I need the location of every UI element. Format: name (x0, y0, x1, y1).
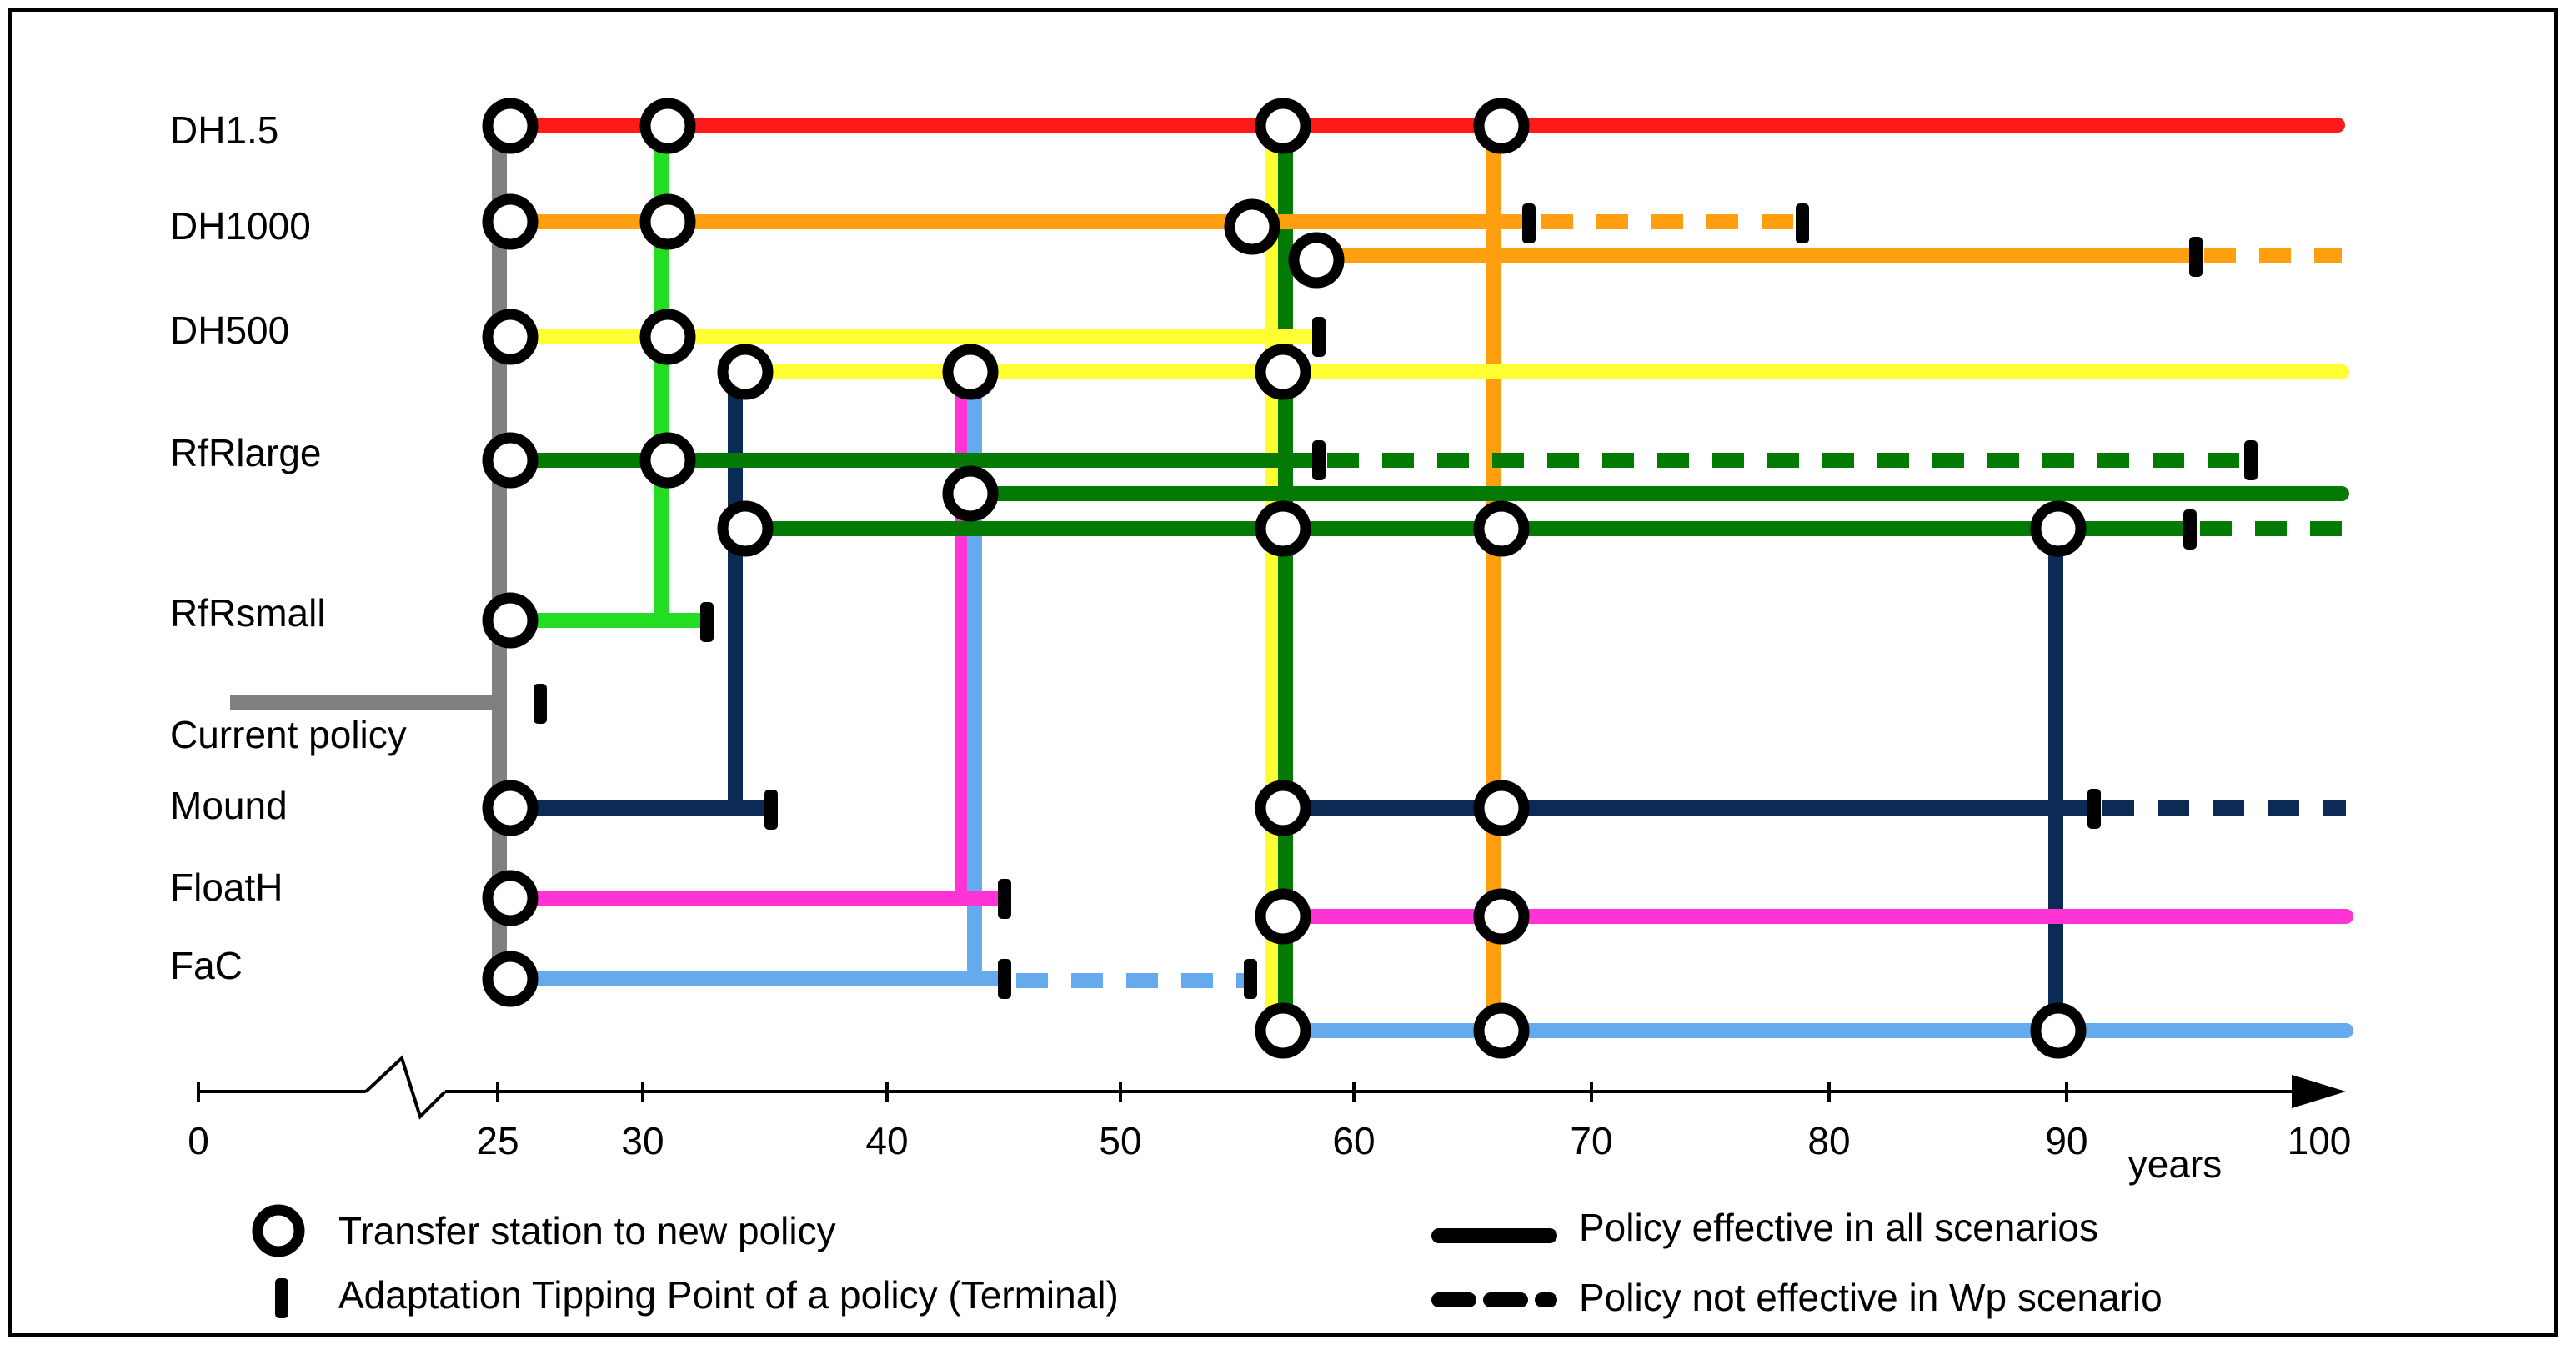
tipping-point-rfrsmall (700, 602, 714, 642)
station-rfrlarge-66 (1473, 500, 1530, 557)
legend: Transfer station to new policy Adaptatio… (252, 1204, 2163, 1319)
station-rfrlarge-34 (717, 500, 774, 557)
legend-transfer-icon (252, 1204, 305, 1257)
tipping-point-current (534, 684, 547, 724)
station-mound-57 (1255, 780, 1311, 836)
station-dh1000-58 (1288, 232, 1345, 289)
station-fac-57 (1255, 1002, 1311, 1059)
axis-tick-labels: 0 25 30 40 50 60 70 80 90 100 years (188, 1119, 2351, 1186)
label-dh15: DH1.5 (170, 108, 278, 152)
legend-not-effective-label: Policy not effective in Wp scenario (1579, 1276, 2163, 1319)
tick-label-90: 90 (2045, 1119, 2087, 1162)
station-rfrlarge-31 (639, 432, 696, 489)
station-dh1000-31 (639, 193, 696, 250)
legend-tipping-label: Adaptation Tipping Point of a policy (Te… (338, 1273, 1119, 1317)
label-dh1000: DH1000 (170, 204, 311, 248)
tipping-point-dh1000 (1522, 203, 1536, 243)
label-rfrsmall: RfRsmall (170, 591, 326, 635)
tipping-point-mound-late (2087, 789, 2101, 829)
tipping-point-rfrlarge (1312, 440, 1326, 480)
label-mound: Mound (170, 784, 288, 827)
tipping-point-rfrlarge-3 (2183, 509, 2197, 550)
tipping-point-dh500 (1312, 317, 1326, 357)
station-dh15-31 (639, 98, 696, 154)
station-floath-66 (1473, 888, 1530, 945)
tipping-point-rfrlarge-dash (2244, 440, 2258, 480)
axis-arrow (2292, 1075, 2346, 1108)
station-dh1000-25 (482, 193, 539, 250)
station-dh500-57 (1255, 344, 1311, 400)
adaptation-pathways-diagram: DH1.5 DH1000 DH500 RfRlarge RfRsmall Cur… (170, 98, 2353, 1319)
time-axis (197, 1055, 2346, 1120)
tipping-point-mound (764, 790, 778, 830)
legend-tipping-icon (275, 1278, 288, 1318)
station-fac-66 (1473, 1002, 1530, 1059)
station-dh500-31 (639, 309, 696, 365)
transfer-stations (482, 98, 2087, 1059)
tipping-point-fac (998, 959, 1011, 999)
tipping-point-floath (998, 879, 1011, 919)
tipping-point-dh1000-dash (1796, 203, 1809, 243)
tick-label-25: 25 (476, 1119, 519, 1162)
station-dh15-66 (1473, 98, 1530, 154)
tick-label-60: 60 (1332, 1119, 1375, 1162)
figure-frame: DH1.5 DH1000 DH500 RfRlarge RfRsmall Cur… (8, 8, 2558, 1337)
station-fac-89 (2030, 1002, 2087, 1059)
tick-label-80: 80 (1807, 1119, 1850, 1162)
station-mound-25 (482, 780, 539, 836)
tick-label-70: 70 (1570, 1119, 1612, 1162)
station-dh15-25 (482, 98, 539, 154)
station-dh15-57 (1255, 98, 1311, 154)
tick-label-30: 30 (621, 1119, 664, 1162)
station-rfrsmall-25 (482, 592, 539, 649)
station-rfrlarge-25 (482, 432, 539, 489)
label-floath: FloatH (170, 866, 283, 909)
tick-label-0: 0 (188, 1119, 209, 1162)
label-rfrlarge: RfRlarge (170, 431, 322, 474)
station-rfrlarge-57 (1255, 500, 1311, 557)
station-mound-66 (1473, 780, 1530, 836)
station-floath-25 (482, 870, 539, 926)
station-fac-25 (482, 951, 539, 1007)
tipping-point-dh1000-late (2189, 237, 2203, 277)
axis-break (364, 1055, 447, 1120)
tick-label-40: 40 (865, 1119, 908, 1162)
label-current-policy: Current policy (170, 713, 407, 756)
station-dh500-25 (482, 309, 539, 365)
legend-transfer-label: Transfer station to new policy (338, 1209, 836, 1252)
station-dh1000-56 (1224, 198, 1280, 255)
station-dh500-44 (942, 344, 999, 400)
tipping-point-fac-dash (1244, 959, 1257, 999)
tick-label-100: 100 (2288, 1119, 2352, 1162)
station-floath-57 (1255, 888, 1311, 945)
label-dh500: DH500 (170, 309, 289, 352)
label-fac: FaC (170, 944, 243, 987)
legend-effective-label: Policy effective in all scenarios (1579, 1206, 2098, 1249)
station-rfrlarge-44 (942, 465, 999, 522)
tick-label-50: 50 (1099, 1119, 1141, 1162)
tipping-points (534, 203, 2258, 999)
station-dh500-34 (717, 344, 774, 400)
policy-labels: DH1.5 DH1000 DH500 RfRlarge RfRsmall Cur… (170, 108, 407, 987)
station-rfrlarge-89 (2030, 500, 2087, 557)
axis-unit-label: years (2128, 1142, 2222, 1186)
